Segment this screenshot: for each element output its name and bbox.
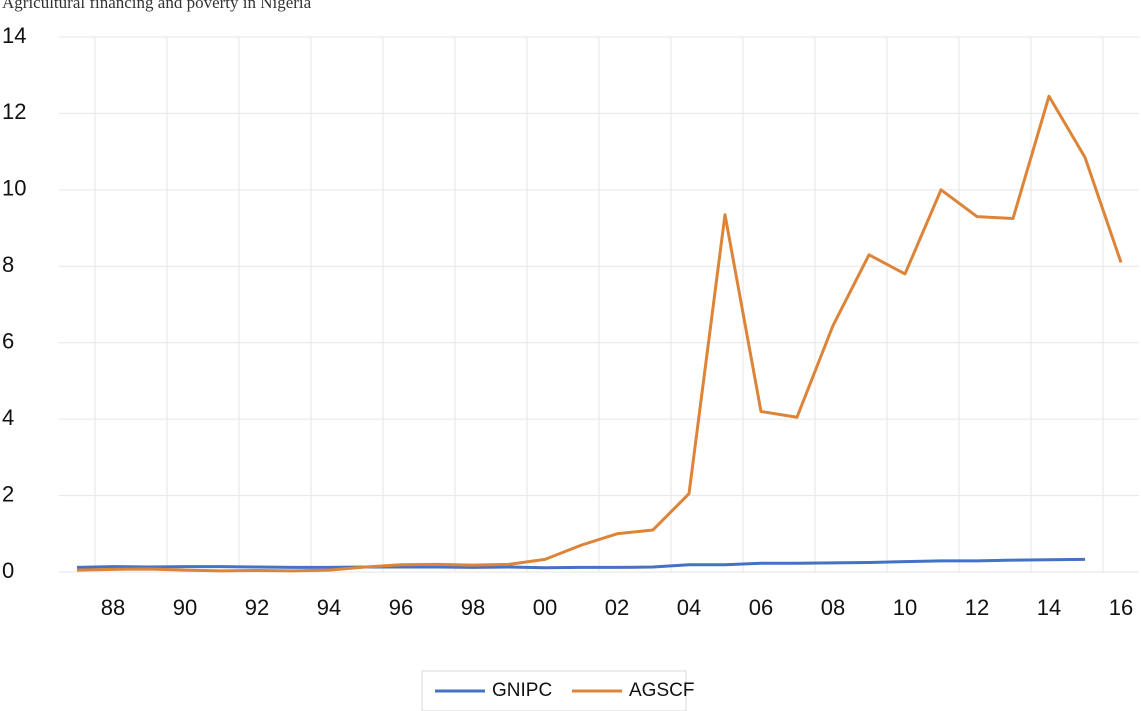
y-tick-label: 6 bbox=[2, 329, 14, 354]
x-tick-label: 88 bbox=[101, 595, 125, 620]
y-tick-label: 0 bbox=[2, 558, 14, 583]
chart-title: Agricultural financing and poverty in Ni… bbox=[2, 0, 312, 12]
x-tick-label: 14 bbox=[1037, 595, 1061, 620]
x-tick-label: 96 bbox=[389, 595, 413, 620]
y-tick-label: 10 bbox=[2, 176, 26, 201]
x-tick-label: 12 bbox=[965, 595, 989, 620]
legend-box bbox=[421, 670, 687, 711]
legend-label: AGSCF bbox=[629, 680, 694, 701]
x-tick-label: 00 bbox=[533, 595, 557, 620]
x-tick-label: 98 bbox=[461, 595, 485, 620]
x-tick-label: 16 bbox=[1109, 595, 1133, 620]
x-tick-label: 90 bbox=[173, 595, 197, 620]
y-tick-label: 8 bbox=[2, 252, 14, 277]
x-tick-label: 10 bbox=[893, 595, 917, 620]
x-tick-label: 08 bbox=[821, 595, 845, 620]
x-tick-label: 04 bbox=[677, 595, 701, 620]
x-tick-label: 02 bbox=[605, 595, 629, 620]
x-tick-label: 06 bbox=[749, 595, 773, 620]
y-tick-label: 4 bbox=[2, 405, 14, 430]
line bbox=[76, 557, 1086, 570]
x-tick-label: 92 bbox=[245, 595, 269, 620]
y-tick-label: 2 bbox=[2, 481, 14, 506]
y-tick-label: 12 bbox=[2, 99, 26, 124]
y-tick-label: 14 bbox=[2, 23, 26, 48]
x-tick-label: 94 bbox=[317, 595, 341, 620]
line bbox=[76, 94, 1123, 573]
legend-label: GNIPC bbox=[492, 680, 552, 701]
